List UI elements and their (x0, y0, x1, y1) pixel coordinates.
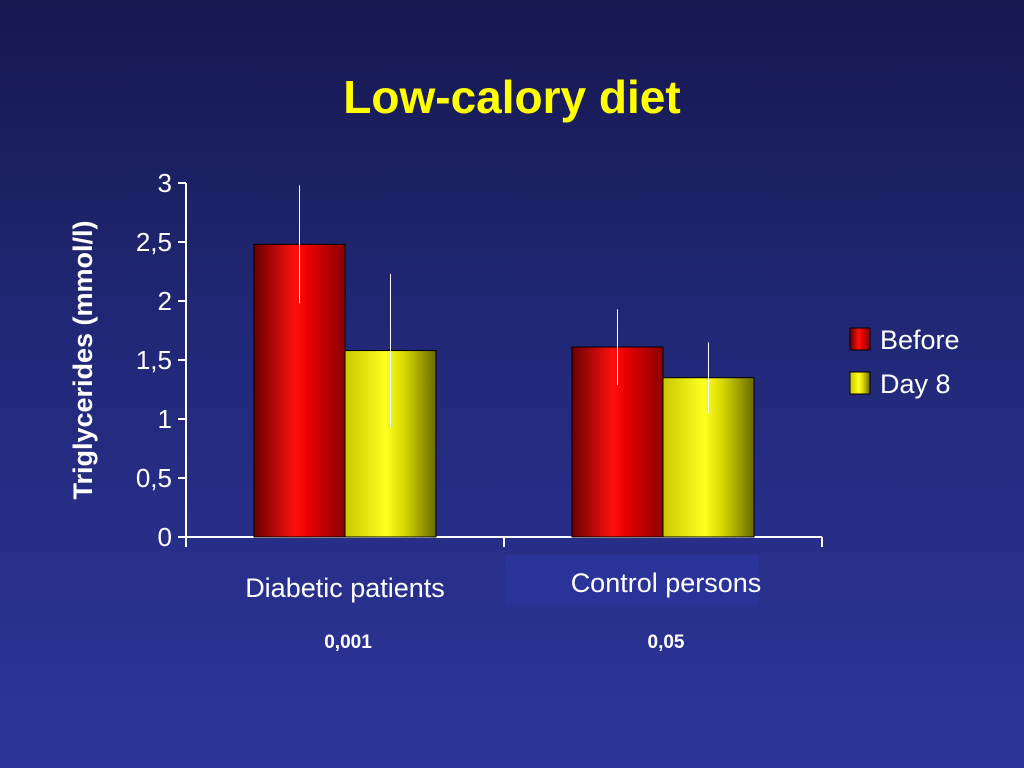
y-tick-label: 1 (158, 404, 172, 434)
category-label: Diabetic patients (245, 573, 445, 603)
y-tick-label: 2 (158, 286, 172, 316)
legend-swatch (849, 327, 871, 351)
legend-label: Before (880, 325, 960, 355)
y-tick-label: 3 (158, 168, 172, 198)
y-axis-label: Triglycerides (mmol/l) (68, 220, 98, 499)
y-tick-label: 1,5 (136, 345, 172, 375)
y-tick-label: 0,5 (136, 463, 172, 493)
category-label-highlight (505, 555, 759, 605)
legend-swatch (849, 371, 871, 395)
y-tick-label: 0 (158, 522, 172, 552)
y-tick-label: 2,5 (136, 227, 172, 257)
category-label: Control persons (571, 568, 762, 598)
p-value-control: 0,05 (647, 632, 685, 653)
legend-label: Day 8 (880, 369, 951, 399)
chart-title: Low-calory diet (343, 71, 681, 123)
p-value-diabetic: 0,001 (324, 632, 372, 653)
